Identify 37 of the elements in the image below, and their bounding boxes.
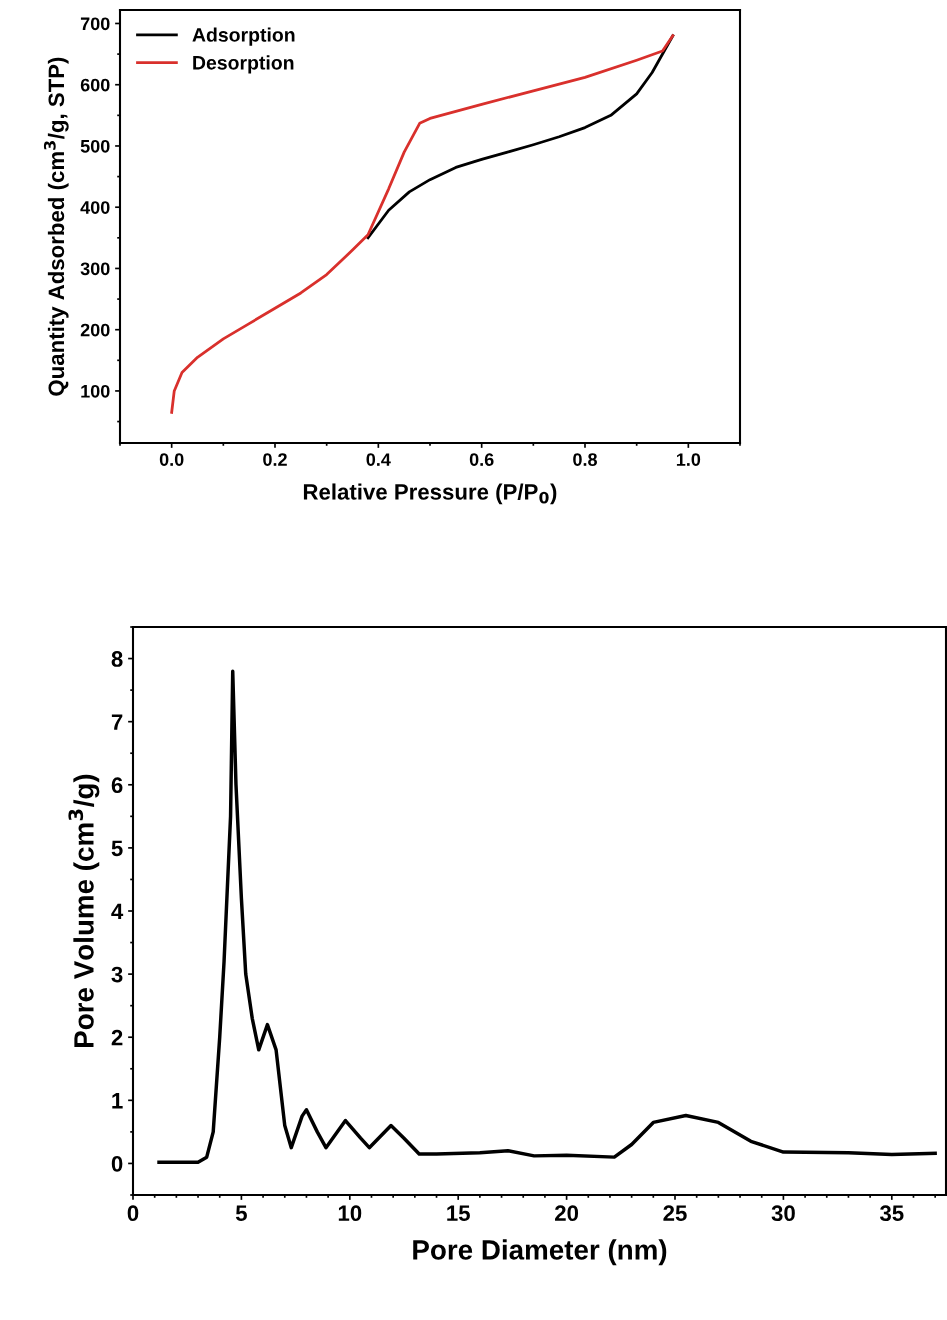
y-tick-label: 100 (81, 384, 110, 398)
x-tick-label: 20 (555, 1205, 579, 1222)
y-tick-label: 700 (80, 17, 110, 31)
y-tick-label: 400 (80, 201, 110, 214)
y-tick-label: 5 (111, 840, 123, 857)
y-tick-label: 3 (111, 966, 123, 983)
x-tick-label: 10 (338, 1205, 362, 1222)
x-tick-label: 0 (127, 1205, 139, 1222)
y-tick-label: 7 (111, 714, 123, 730)
y-tick-label: 6 (111, 777, 123, 794)
y-tick-label: 200 (80, 323, 110, 337)
y-tick-label: 600 (80, 78, 110, 92)
x-tick-label: 25 (663, 1205, 687, 1222)
x-tick-label: 1.0 (676, 453, 701, 466)
y-axis-title: Pore Volume (cm$^{3}$/g) (68, 774, 100, 1047)
y-tick-label: 0 (111, 1155, 123, 1172)
x-tick-label: 5 (235, 1205, 247, 1222)
x-axis-title: Relative Pressure (P/P$_{0}$) (303, 483, 557, 505)
x-tick-label: 15 (447, 1205, 470, 1222)
x-tick-label: 0.0 (159, 453, 184, 466)
x-tick-label: 35 (879, 1205, 904, 1222)
y-tick-label: 500 (80, 139, 110, 153)
y-tick-label: 4 (111, 903, 124, 920)
y-tick-label: 8 (111, 651, 123, 667)
y-axis-title: Quantity Adsorbed (cm$^{3}$/g, STP) (43, 57, 69, 396)
legend-label: Desorption (193, 55, 294, 74)
y-tick-label: 2 (111, 1029, 123, 1046)
x-tick-label: 0.6 (469, 453, 494, 466)
y-tick-label: 1 (112, 1093, 123, 1109)
legend-label: Adsorption (192, 27, 295, 46)
x-axis-title: Pore Diameter (nm) (413, 1239, 667, 1266)
x-tick-label: 0.4 (366, 453, 391, 466)
x-tick-label: 30 (771, 1205, 795, 1222)
line-series (157, 669, 937, 1164)
y-tick-label: 300 (80, 262, 110, 276)
x-tick-label: 0.2 (263, 453, 287, 466)
x-tick-label: 0.8 (573, 453, 597, 466)
